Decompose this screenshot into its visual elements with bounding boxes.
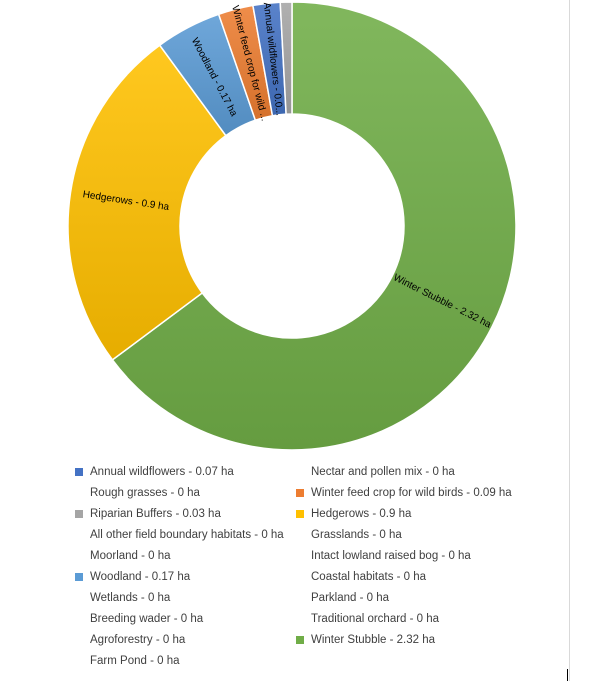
legend-label: Riparian Buffers - 0.03 ha: [90, 507, 221, 520]
legend-item: Wetlands - 0 ha: [75, 587, 170, 608]
legend-swatch: [296, 635, 304, 644]
legend-label: All other field boundary habitats - 0 ha: [90, 528, 284, 541]
legend-item: All other field boundary habitats - 0 ha: [75, 524, 284, 545]
text-cursor: [567, 669, 568, 681]
legend-swatch: [75, 509, 83, 518]
legend-swatch: [296, 573, 304, 581]
legend-label: Parkland - 0 ha: [311, 591, 389, 604]
legend-swatch: [75, 552, 83, 560]
legend-label: Winter Stubble - 2.32 ha: [311, 633, 436, 646]
legend-label: Coastal habitats - 0 ha: [311, 570, 427, 583]
legend-swatch: [75, 657, 83, 665]
legend-label: Agroforestry - 0 ha: [90, 633, 186, 646]
legend-swatch: [296, 552, 304, 560]
legend-label: Intact lowland raised bog - 0 ha: [311, 549, 471, 562]
chart-area: Winter Stubble - 2.32 ha Hedgerows - 0.9 …: [67, 0, 570, 681]
legend-label: Breeding wader - 0 ha: [90, 612, 204, 625]
slice-winter-stubble: [111, 1, 517, 451]
legend-item: Winter Stubble - 2.32 ha: [296, 629, 435, 650]
slice-hedgerows: [67, 44, 227, 361]
legend-item: Moorland - 0 ha: [75, 545, 171, 566]
legend-swatch: [75, 636, 83, 644]
legend-label: Grasslands - 0 ha: [311, 528, 402, 541]
legend-swatch: [296, 531, 304, 539]
legend-swatch: [75, 572, 83, 581]
legend-swatch: [296, 594, 304, 602]
legend-swatch: [75, 489, 83, 497]
legend-item: Agroforestry - 0 ha: [75, 629, 185, 650]
legend-swatch: [296, 468, 304, 476]
legend-label: Traditional orchard - 0 ha: [311, 612, 440, 625]
legend-label: Annual wildflowers - 0.07 ha: [90, 465, 234, 478]
legend-item: Hedgerows - 0.9 ha: [296, 503, 411, 524]
legend-label: Wetlands - 0 ha: [90, 591, 171, 604]
legend-item: Riparian Buffers - 0.03 ha: [75, 503, 221, 524]
legend-label: Nectar and pollen mix - 0 ha: [311, 465, 455, 478]
legend-item: Annual wildflowers - 0.07 ha: [75, 461, 234, 482]
legend-item: Parkland - 0 ha: [296, 587, 389, 608]
legend-label: Rough grasses - 0 ha: [90, 486, 200, 499]
legend-label: Farm Pond - 0 ha: [90, 654, 180, 667]
legend-item: Rough grasses - 0 ha: [75, 482, 200, 503]
legend-swatch: [75, 531, 83, 539]
legend-item: Breeding wader - 0 ha: [75, 608, 203, 629]
legend-label: Winter feed crop for wild birds - 0.09 h…: [311, 486, 512, 499]
legend-item: Coastal habitats - 0 ha: [296, 566, 426, 587]
legend-label: Hedgerows - 0.9 ha: [311, 507, 412, 520]
legend-label: Moorland - 0 ha: [90, 549, 171, 562]
slice-riparian-buffers: [279, 1, 293, 115]
legend-item: Grasslands - 0 ha: [296, 524, 402, 545]
legend-swatch: [296, 488, 304, 497]
legend-swatch: [75, 467, 83, 476]
legend-item: Farm Pond - 0 ha: [75, 650, 179, 671]
legend-item: Winter feed crop for wild birds - 0.09 h…: [296, 482, 512, 503]
legend-item: Intact lowland raised bog - 0 ha: [296, 545, 471, 566]
legend-swatch: [75, 615, 83, 623]
legend-label: Woodland - 0.17 ha: [90, 570, 191, 583]
legend-swatch: [296, 509, 304, 518]
legend-item: Woodland - 0.17 ha: [75, 566, 190, 587]
legend-swatch: [296, 615, 304, 623]
legend-swatch: [75, 594, 83, 602]
legend-item: Traditional orchard - 0 ha: [296, 608, 439, 629]
legend-item: Nectar and pollen mix - 0 ha: [296, 461, 455, 482]
